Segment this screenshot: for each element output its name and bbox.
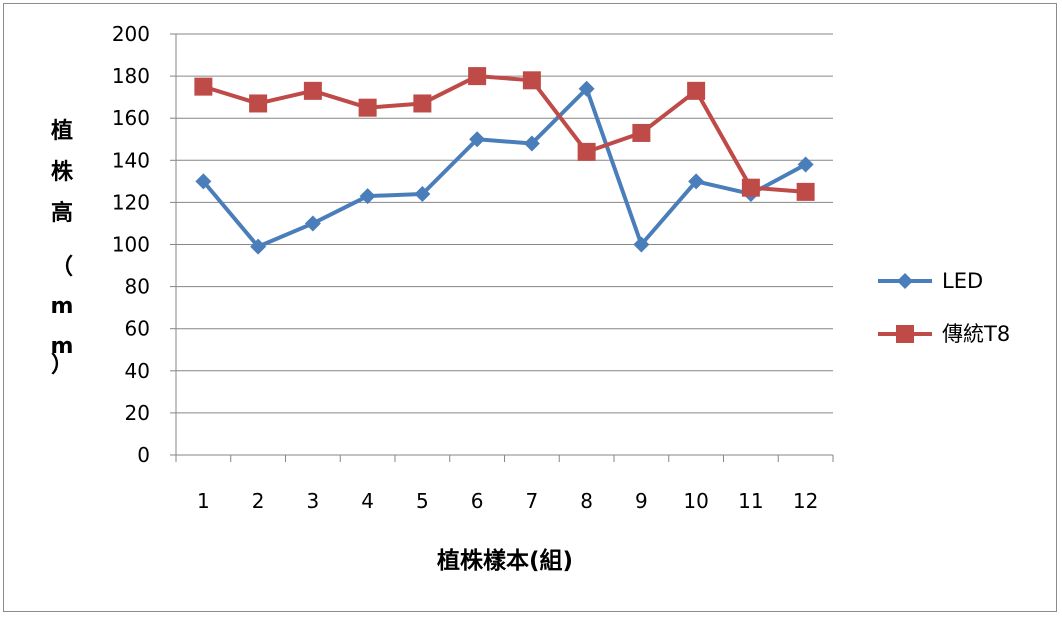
data-point (523, 135, 540, 152)
data-point (633, 236, 650, 253)
data-point (577, 142, 596, 161)
axes (170, 33, 834, 462)
x-tick-label: 2 (252, 489, 265, 513)
x-tick-label: 8 (580, 489, 593, 513)
x-tick-label: 1 (197, 489, 210, 513)
y-tick-label: 40 (125, 359, 150, 383)
x-tick-label: 11 (738, 489, 763, 513)
data-point (522, 71, 541, 90)
y-tick-label: 60 (125, 317, 150, 341)
series-line-1 (201, 86, 807, 249)
x-tick-label: 4 (361, 489, 374, 513)
data-point (304, 215, 321, 232)
y-tick-label: 180 (112, 64, 150, 88)
y-axis-title: 植株高（mm） (51, 118, 74, 378)
y-tick-label: 80 (125, 275, 150, 299)
data-point (469, 131, 486, 148)
data-point (194, 77, 213, 96)
y-tick-label: 160 (112, 106, 150, 130)
legend-label: LED (942, 269, 983, 293)
data-point (797, 156, 814, 173)
x-tick-label: 3 (307, 489, 320, 513)
data-point (578, 80, 595, 97)
legend-label: 傳統T8 (942, 322, 1010, 346)
x-tick-label: 7 (526, 489, 539, 513)
y-axis-title-char: 株 (51, 160, 74, 185)
x-tick-label: 12 (793, 489, 818, 513)
data-point (687, 81, 706, 100)
y-tick-labels: 0 20 40 60 80 100 120 140 160 180 200 (112, 22, 150, 467)
chart-frame (3, 3, 1057, 612)
series-markers (194, 67, 815, 255)
y-tick-label: 20 (125, 401, 150, 425)
legend-item: 傳統T8 (878, 322, 1010, 346)
data-point (303, 81, 322, 100)
data-point (468, 67, 487, 86)
x-tick-label: 5 (416, 489, 429, 513)
x-tick-label: 9 (635, 489, 648, 513)
y-tick-label: 120 (112, 190, 150, 214)
data-point (688, 173, 705, 190)
y-axis-title-char: m (51, 334, 74, 359)
data-point (413, 94, 432, 113)
y-axis-title-char: （ (51, 255, 73, 280)
data-point (741, 178, 760, 197)
series-line-2 (202, 74, 806, 194)
y-axis-title-char: 植 (51, 118, 73, 144)
y-tick-label: 200 (112, 22, 150, 46)
data-point (414, 185, 431, 202)
data-point (250, 238, 267, 255)
y-tick-label: 100 (112, 233, 150, 257)
legend-marker (897, 273, 913, 289)
x-tick-label: 6 (471, 489, 484, 513)
x-tick-labels: 1 2 3 4 5 6 7 8 9 10 11 12 (197, 489, 818, 513)
data-point (249, 94, 268, 113)
y-tick-label: 140 (112, 148, 150, 172)
gridlines (176, 33, 833, 414)
data-point (632, 123, 651, 142)
legend-marker (896, 325, 914, 343)
data-point (358, 98, 377, 117)
series-lines (201, 74, 807, 249)
y-axis-title-char: m (51, 294, 74, 319)
data-point (796, 182, 815, 201)
x-axis-title: 植株樣本(組) (437, 547, 573, 574)
y-axis-title-char: 高 (51, 200, 73, 226)
y-axis-title-char: ） (51, 353, 73, 378)
legend: LED 傳統T8 (878, 269, 1010, 346)
y-tick-label: 0 (137, 443, 150, 467)
x-tick-label: 10 (683, 489, 708, 513)
legend-item: LED (878, 269, 983, 293)
data-point (359, 188, 376, 205)
data-point (195, 173, 212, 190)
